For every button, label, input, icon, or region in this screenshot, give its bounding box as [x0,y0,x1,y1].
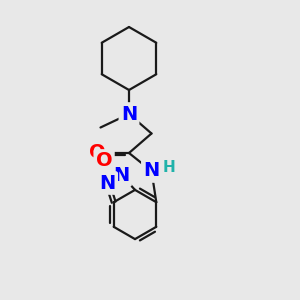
Text: O: O [88,143,105,163]
Text: O: O [96,152,112,170]
Text: N: N [113,166,130,184]
Text: N: N [100,173,116,193]
Text: H: H [163,160,175,175]
Text: N: N [121,104,137,124]
Text: N: N [143,161,160,181]
